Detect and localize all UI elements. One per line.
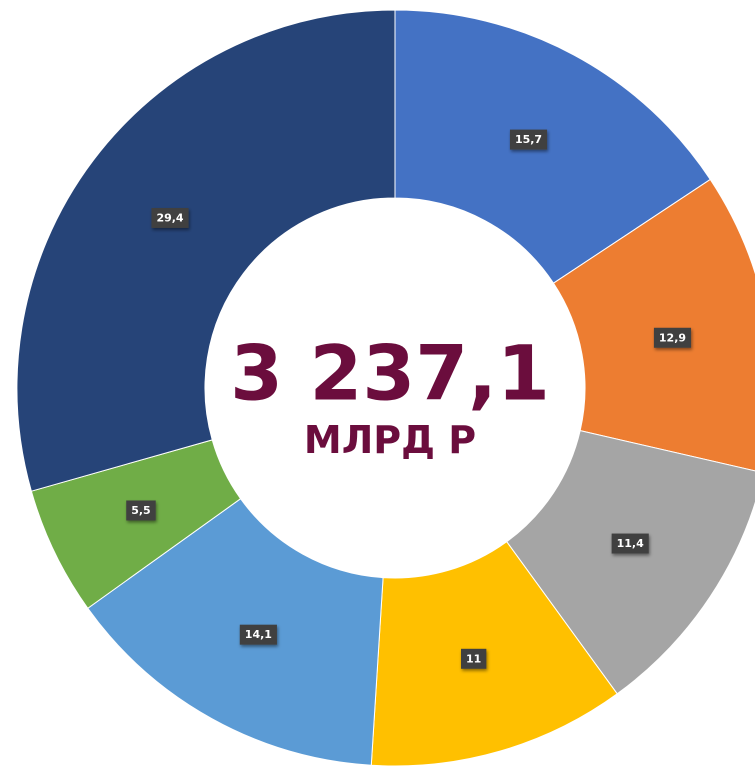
data-label: 15,7 xyxy=(509,129,548,150)
slice xyxy=(552,178,755,472)
data-label-text: 15,7 xyxy=(515,133,542,146)
total-unit: МЛРД Р xyxy=(304,418,476,462)
data-label: 12,9 xyxy=(653,327,692,348)
total-value: 3 237,1 xyxy=(230,329,550,418)
data-label-text: 14,1 xyxy=(245,628,272,641)
data-label-box xyxy=(126,500,156,521)
data-label-box xyxy=(239,624,277,645)
data-label: 14,1 xyxy=(239,624,277,645)
data-label-box xyxy=(461,648,487,669)
slice xyxy=(394,9,711,284)
data-label: 11,4 xyxy=(611,533,649,554)
slice xyxy=(370,541,618,767)
data-label-text: 29,4 xyxy=(156,211,183,224)
data-label-text: 11,4 xyxy=(617,537,644,550)
data-label-box xyxy=(509,129,548,150)
slices xyxy=(16,9,755,767)
data-label: 5,5 xyxy=(126,500,156,521)
data-label: 29,4 xyxy=(151,207,189,228)
data-label-text: 5,5 xyxy=(131,504,151,517)
slice xyxy=(505,430,755,695)
data-label-text: 11 xyxy=(466,652,481,665)
data-label-box xyxy=(151,207,189,228)
slice xyxy=(16,9,396,492)
labels: 15,7 12,9 11,4 11 14,1 5,5 29,4 xyxy=(126,129,692,669)
data-label-box xyxy=(653,327,692,348)
data-label-text: 12,9 xyxy=(659,331,686,344)
data-label-box xyxy=(611,533,649,554)
slice xyxy=(87,498,384,766)
data-label: 11 xyxy=(461,648,487,669)
